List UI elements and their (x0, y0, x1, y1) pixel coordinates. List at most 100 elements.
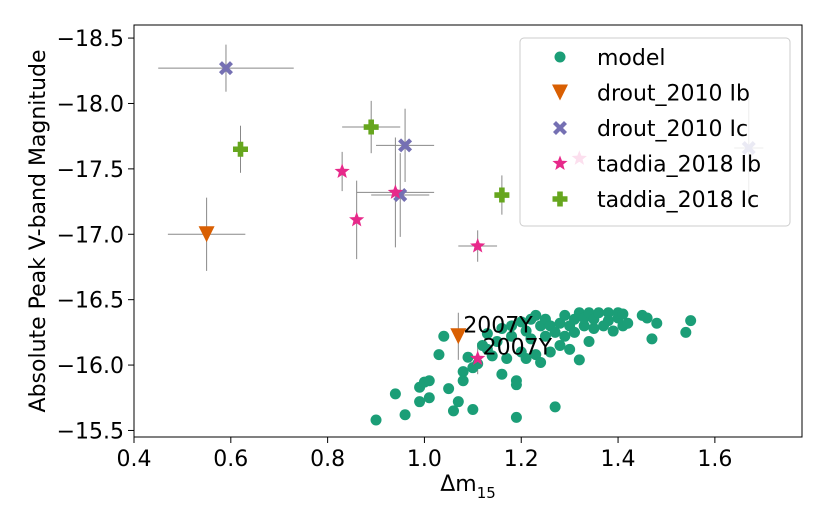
point-model (496, 322, 508, 334)
point-model (617, 308, 629, 320)
x-tick-label: 1.4 (601, 447, 636, 472)
x-tick-label: 1.6 (697, 447, 732, 472)
legend-marker-model (554, 51, 566, 63)
point-model (593, 307, 605, 319)
point-model (370, 414, 382, 426)
point-model (506, 330, 518, 342)
y-axis-label: Absolute Peak V-band Magnitude (26, 50, 51, 413)
point-model (510, 375, 522, 387)
point-taddia-2018-ib (470, 238, 486, 253)
legend-marker-drout-2010-ib (552, 84, 568, 101)
point-model (680, 326, 692, 338)
annotation-2007y: 2007Y (463, 313, 533, 338)
point-taddia-2018-ib (470, 350, 486, 365)
point-model (559, 330, 571, 342)
point-model (457, 366, 469, 378)
point-taddia-2018-ic (494, 187, 510, 203)
legend-marker-taddia-2018-ic (552, 191, 568, 207)
point-model (602, 315, 614, 327)
point-model (544, 346, 556, 358)
point-model (496, 368, 508, 380)
point-model (520, 353, 532, 365)
point-model (573, 354, 585, 366)
y-tick-label: −15.5 (57, 419, 124, 444)
point-model (462, 351, 474, 363)
data-points (198, 61, 756, 426)
point-model (447, 405, 459, 417)
point-model (389, 388, 401, 400)
y-tick-label: −16.0 (57, 354, 124, 379)
point-model (602, 307, 614, 319)
legend-box (519, 37, 791, 227)
point-model (554, 317, 566, 329)
point-model (399, 409, 411, 421)
point-model (481, 328, 493, 340)
point-model (549, 401, 561, 413)
point-model (622, 317, 634, 329)
y-tick-label: −17.5 (57, 158, 124, 183)
point-model (554, 339, 566, 351)
point-model (583, 336, 595, 348)
point-model (525, 333, 537, 345)
point-model (423, 375, 435, 387)
point-model (564, 343, 576, 355)
point-taddia-2018-ic (232, 141, 248, 157)
legend: model drout_2010 Ib drout_2010 Ic taddia_20… (519, 37, 791, 227)
x-axis-ticks: 0.4 0.6 0.8 1.0 1.2 1.4 1.6 (117, 437, 732, 472)
annotation-2007y: 2007Y (483, 336, 553, 361)
point-model (559, 309, 571, 321)
point-model (467, 404, 479, 416)
point-model (539, 330, 551, 342)
y-axis-ticks: −18.5 −18.0 −17.5 −17.0 −16.5 −16.0 −15.5 (57, 27, 134, 444)
point-taddia-2018-ib (334, 163, 350, 178)
point-model (452, 396, 464, 408)
point-model (685, 315, 697, 327)
legend-marker-taddia-2018-ib (552, 155, 568, 170)
point-model (438, 330, 450, 342)
point-drout-2010-ib (198, 226, 215, 243)
point-model (651, 317, 663, 329)
x-tick-label: 0.4 (117, 447, 152, 472)
x-axis-label: Δm15 (440, 472, 496, 502)
y-tick-label: −17.0 (57, 223, 124, 248)
point-model (535, 356, 547, 368)
point-model (646, 333, 658, 345)
point-model (578, 320, 590, 332)
plot-frame (133, 24, 803, 438)
point-taddia-2018-ib (349, 211, 365, 227)
y-tick-label: −16.5 (57, 289, 124, 314)
x-tick-label: 1.2 (504, 447, 539, 472)
y-tick-label: −18.0 (57, 92, 124, 117)
point-model (491, 336, 503, 348)
point-drout-2010-ic (398, 138, 413, 153)
point-model (588, 322, 600, 334)
point-taddia-2018-ib (387, 184, 403, 199)
legend-label: taddia_2018 Ib (597, 153, 761, 178)
legend-label: taddia_2018 Ic (597, 188, 759, 213)
legend-label: model (597, 46, 666, 71)
point-model (549, 326, 561, 338)
point-model (433, 349, 445, 361)
point-model (530, 349, 542, 361)
point-model (443, 383, 455, 395)
point-model (414, 396, 426, 408)
point-model (506, 320, 518, 332)
point-model (530, 309, 542, 321)
legend-label: drout_2010 Ic (597, 117, 748, 142)
x-tick-label: 0.8 (310, 447, 345, 472)
point-model (501, 353, 513, 365)
point-model (568, 326, 580, 338)
point-model (515, 316, 527, 328)
legend-marker-drout-2010-ic (553, 121, 567, 135)
point-drout-2010-ic (218, 61, 233, 76)
y-tick-label: −18.5 (57, 27, 124, 52)
x-tick-label: 0.6 (213, 447, 248, 472)
point-model (486, 350, 498, 362)
point-model (520, 325, 532, 337)
point-model (510, 411, 522, 423)
point-model (423, 392, 435, 404)
point-model (641, 312, 653, 324)
legend-label: drout_2010 Ib (597, 82, 750, 107)
point-drout-2010-ib (450, 328, 467, 345)
